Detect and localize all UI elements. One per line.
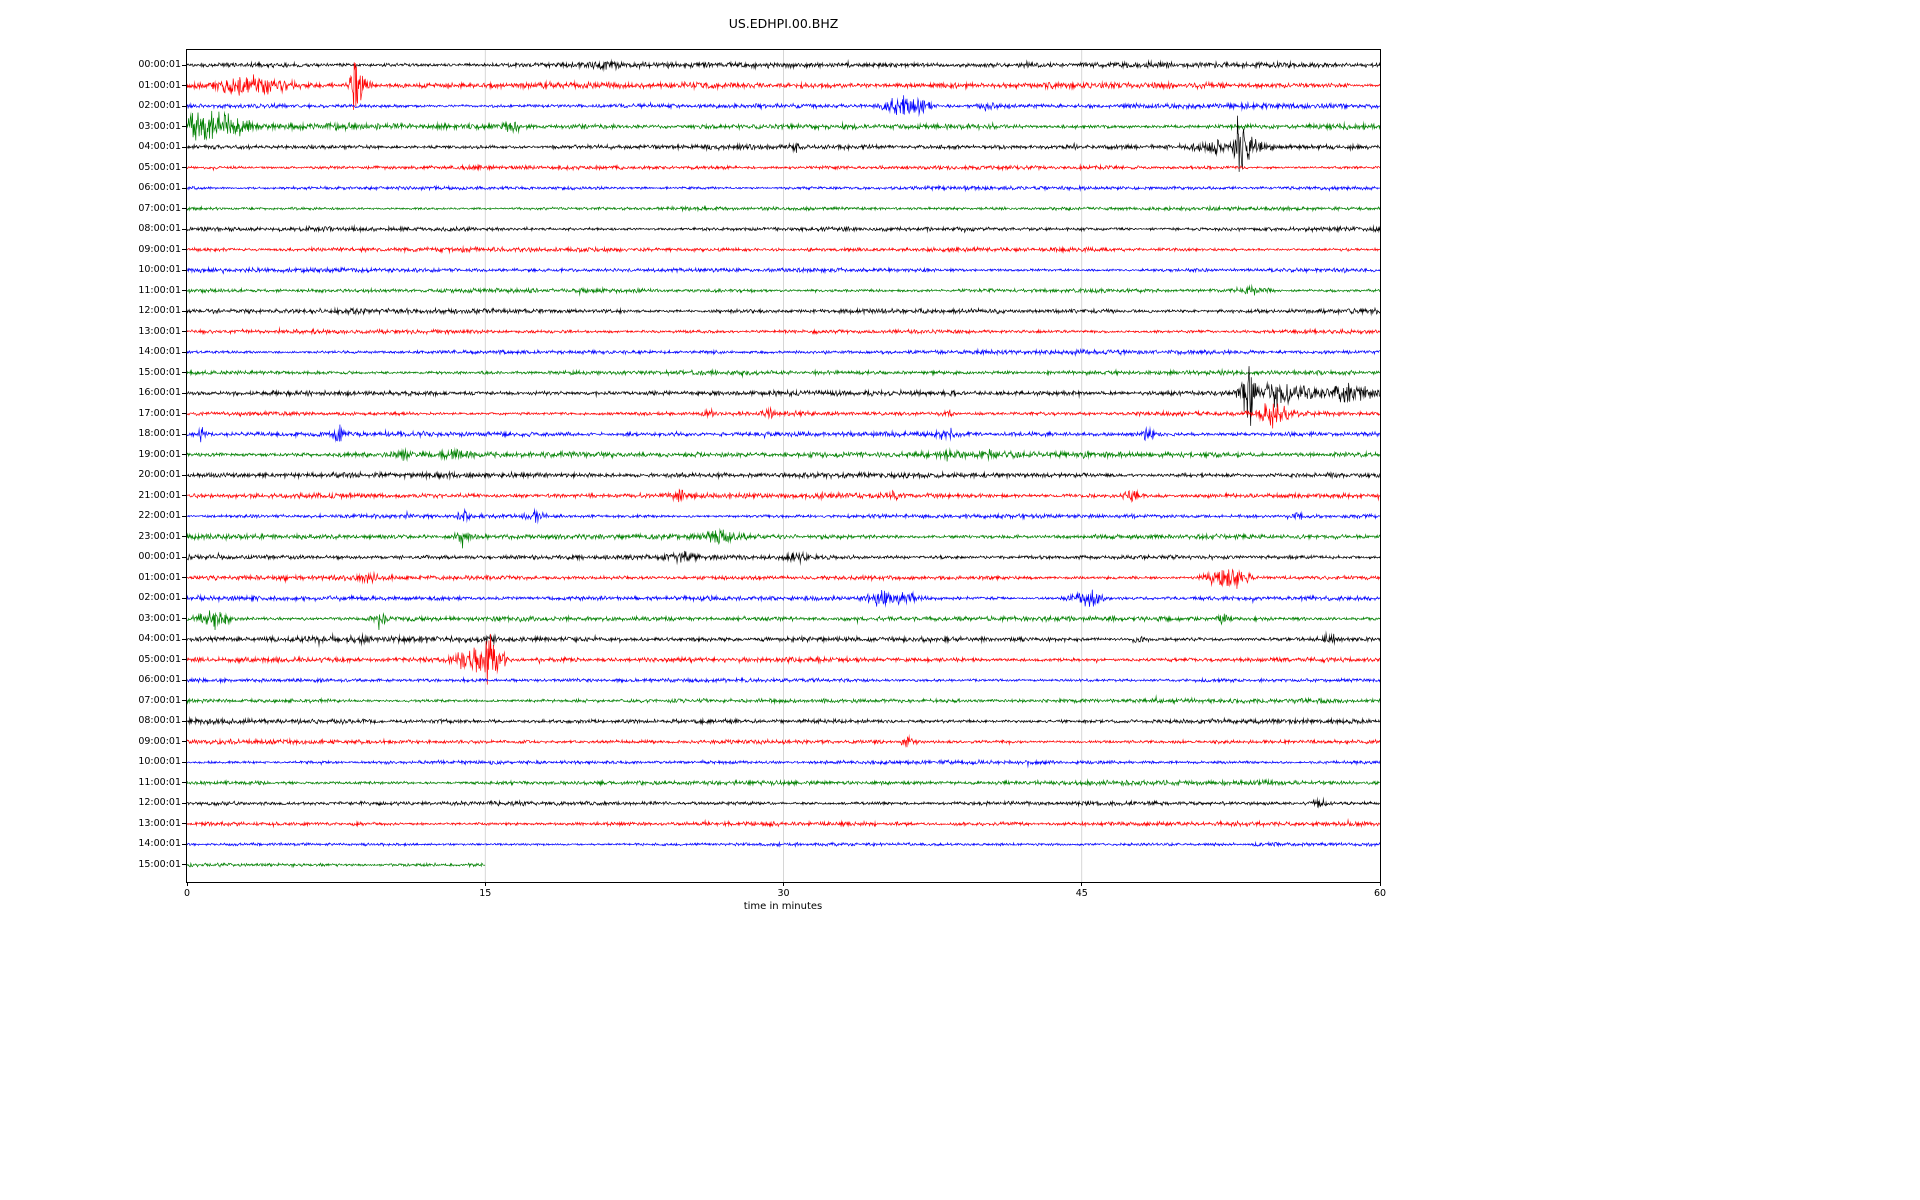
y-tick-label: 03:00:01 <box>138 120 181 132</box>
y-tick-label: 13:00:01 <box>138 817 181 829</box>
y-tick-mark <box>182 310 187 312</box>
y-tick-label: 03:00:01 <box>138 612 181 624</box>
y-tick-label: 19:00:01 <box>138 448 181 460</box>
x-tick-mark <box>484 882 486 886</box>
y-tick-mark <box>182 351 187 353</box>
y-tick-label: 15:00:01 <box>138 858 181 870</box>
y-tick-label: 23:00:01 <box>138 530 181 542</box>
y-tick-mark <box>182 269 187 271</box>
y-tick-label: 13:00:01 <box>138 325 181 337</box>
y-tick-mark <box>182 495 187 497</box>
y-tick-mark <box>182 843 187 845</box>
y-tick-label: 20:00:01 <box>138 469 181 481</box>
y-tick-mark <box>182 536 187 538</box>
y-tick-mark <box>182 228 187 230</box>
y-tick-mark <box>182 126 187 128</box>
y-tick-label: 08:00:01 <box>138 223 181 235</box>
y-tick-label: 18:00:01 <box>138 428 181 440</box>
y-tick-mark <box>182 249 187 251</box>
y-tick-mark <box>182 864 187 866</box>
y-tick-label: 00:00:01 <box>138 551 181 563</box>
y-tick-mark <box>182 782 187 784</box>
y-tick-mark <box>182 208 187 210</box>
y-tick-label: 15:00:01 <box>138 366 181 378</box>
y-tick-mark <box>182 823 187 825</box>
y-tick-label: 16:00:01 <box>138 387 181 399</box>
y-tick-mark <box>182 64 187 66</box>
y-tick-label: 21:00:01 <box>138 489 181 501</box>
y-tick-mark <box>182 597 187 599</box>
y-tick-mark <box>182 290 187 292</box>
y-tick-mark <box>182 741 187 743</box>
y-tick-mark <box>182 433 187 435</box>
y-tick-mark <box>182 618 187 620</box>
x-tick-label: 0 <box>183 888 191 899</box>
x-tick-label: 30 <box>777 888 790 899</box>
y-tick-label: 01:00:01 <box>138 79 181 91</box>
y-tick-label: 00:00:01 <box>138 59 181 70</box>
y-tick-label: 04:00:01 <box>138 633 181 645</box>
x-tick-mark <box>1081 882 1083 886</box>
y-tick-label: 02:00:01 <box>138 592 181 604</box>
y-tick-label: 01:00:01 <box>138 571 181 583</box>
y-tick-mark <box>182 146 187 148</box>
y-tick-mark <box>182 331 187 333</box>
y-tick-mark <box>182 638 187 640</box>
y-tick-mark <box>182 659 187 661</box>
chart-title: US.EDHPI.00.BHZ <box>728 16 839 31</box>
y-tick-label: 10:00:01 <box>138 264 181 276</box>
y-tick-label: 11:00:01 <box>138 776 181 788</box>
y-tick-label: 02:00:01 <box>138 100 181 112</box>
y-tick-mark <box>182 167 187 169</box>
x-tick-label: 45 <box>1075 888 1088 899</box>
y-tick-label: 11:00:01 <box>138 284 181 296</box>
y-tick-label: 09:00:01 <box>138 735 181 747</box>
y-tick-label: 06:00:01 <box>138 182 181 194</box>
y-tick-label: 14:00:01 <box>138 838 181 850</box>
y-tick-label: 12:00:01 <box>138 797 181 809</box>
x-axis-label: time in minutes <box>743 901 823 912</box>
y-tick-label: 04:00:01 <box>138 141 181 153</box>
y-tick-mark <box>182 802 187 804</box>
x-tick-mark <box>186 882 188 886</box>
y-tick-mark <box>182 413 187 415</box>
y-tick-mark <box>182 577 187 579</box>
seismogram-canvas <box>187 50 1380 882</box>
y-tick-label: 05:00:01 <box>138 653 181 665</box>
y-tick-label: 22:00:01 <box>138 510 181 522</box>
plot-area <box>186 49 1381 883</box>
y-tick-label: 14:00:01 <box>138 346 181 358</box>
y-tick-label: 10:00:01 <box>138 756 181 768</box>
x-tick-mark <box>783 882 784 886</box>
x-tick-label: 15 <box>479 888 492 899</box>
y-tick-label: 17:00:01 <box>138 407 181 419</box>
y-tick-label: 08:00:01 <box>138 715 181 727</box>
y-tick-mark <box>182 454 187 456</box>
y-tick-mark <box>182 556 187 558</box>
y-tick-label: 05:00:01 <box>138 161 181 173</box>
y-tick-label: 06:00:01 <box>138 674 181 686</box>
y-tick-mark <box>182 720 187 722</box>
y-tick-mark <box>182 392 187 394</box>
y-tick-mark <box>182 700 187 702</box>
y-tick-mark <box>182 105 187 107</box>
x-tick-label: 60 <box>1373 888 1387 899</box>
x-tick-mark <box>1379 882 1381 886</box>
y-tick-label: 09:00:01 <box>138 243 181 255</box>
y-tick-label: 07:00:01 <box>138 202 181 214</box>
y-tick-mark <box>182 372 187 374</box>
y-tick-label: 12:00:01 <box>138 305 181 317</box>
y-tick-mark <box>182 515 187 517</box>
y-tick-mark <box>182 474 187 476</box>
y-tick-mark <box>182 679 187 681</box>
y-tick-mark <box>182 85 187 86</box>
y-tick-mark <box>182 187 187 189</box>
y-tick-label: 07:00:01 <box>138 694 181 706</box>
y-tick-mark <box>182 761 187 763</box>
